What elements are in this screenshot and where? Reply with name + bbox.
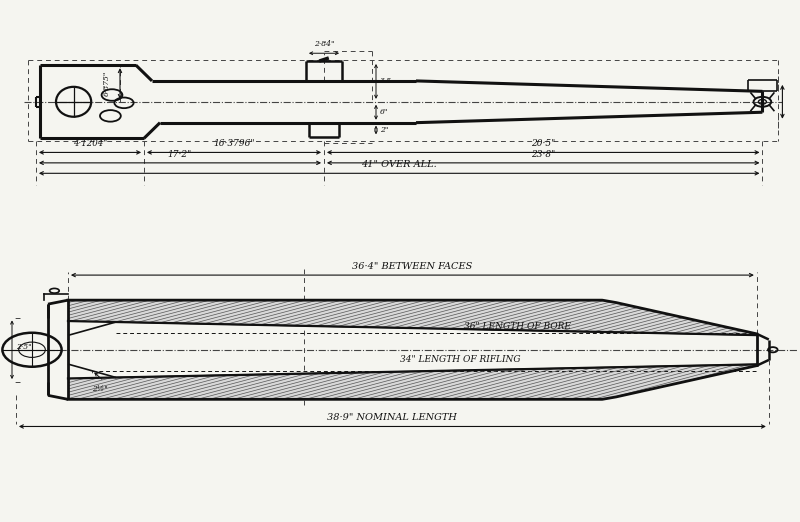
Text: 4·1204": 4·1204": [73, 139, 107, 148]
Text: 17·2": 17·2": [168, 150, 192, 159]
Polygon shape: [68, 364, 757, 399]
Text: 2·5": 2·5": [16, 343, 32, 351]
Text: 23·8": 23·8": [531, 150, 555, 159]
Text: 41" OVER ALL.: 41" OVER ALL.: [362, 160, 437, 169]
Text: 20·5": 20·5": [531, 139, 555, 148]
Polygon shape: [68, 300, 757, 335]
Text: 2½": 2½": [92, 385, 108, 393]
Text: 3·5: 3·5: [380, 77, 392, 86]
Text: 36" LENGTH OF BORE: 36" LENGTH OF BORE: [464, 323, 571, 331]
Text: 34" LENGTH OF RIFLING: 34" LENGTH OF RIFLING: [400, 355, 521, 364]
Text: 6": 6": [380, 108, 388, 116]
Text: 16·3796": 16·3796": [214, 139, 254, 148]
Text: 2·84": 2·84": [314, 40, 334, 48]
Text: 2": 2": [380, 126, 388, 134]
Text: 36·4" BETWEEN FACES: 36·4" BETWEEN FACES: [352, 262, 473, 271]
Text: 6·875": 6·875": [102, 71, 110, 96]
Text: 38·9" NOMINAL LENGTH: 38·9" NOMINAL LENGTH: [327, 413, 458, 422]
